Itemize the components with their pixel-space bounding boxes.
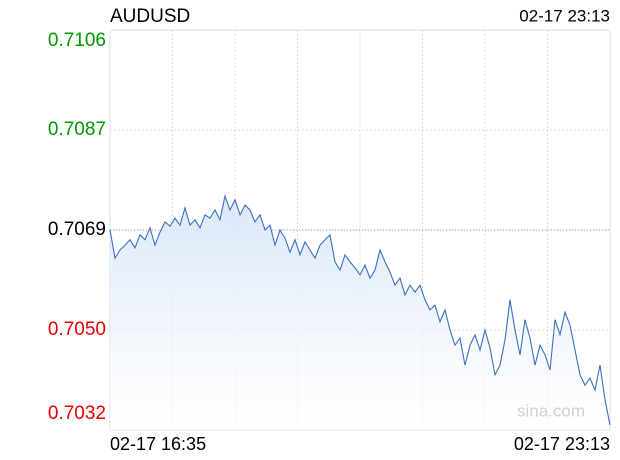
- y-tick-label: 0.7032: [48, 403, 106, 424]
- x-tick-label: 02-17 23:13: [514, 434, 610, 454]
- x-tick-label: 02-17 16:35: [110, 434, 206, 454]
- area-fill: [110, 195, 610, 430]
- y-tick-label: 0.7106: [48, 30, 106, 51]
- y-tick-label: 0.7050: [48, 319, 106, 340]
- y-tick-label: 0.7087: [48, 119, 106, 140]
- chart-title: AUDUSD: [110, 6, 190, 27]
- y-tick-label: 0.7069: [48, 219, 106, 240]
- watermark: sina.com: [517, 401, 585, 420]
- time-label: 02-17 23:13: [519, 6, 610, 25]
- price-line: [109, 193, 611, 426]
